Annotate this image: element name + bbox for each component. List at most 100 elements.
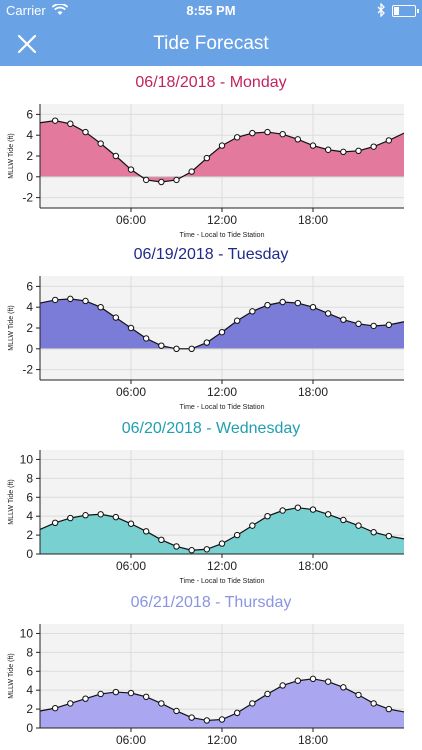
y-tick-label: 8 (26, 471, 33, 485)
y-tick-label: 0 (26, 721, 33, 735)
y-tick-label: -2 (22, 363, 33, 377)
forecast-list[interactable]: 06/18/2018 - Monday 6 4 2 0 -2 06:00 12:00 18:0… (0, 66, 422, 750)
data-point (112, 688, 120, 696)
day-title: 06/19/2018 - Tuesday (133, 246, 289, 263)
data-point (370, 143, 377, 150)
y-tick-label: 4 (26, 128, 33, 142)
data-point (82, 128, 89, 136)
data-point (82, 297, 89, 305)
data-point (112, 513, 120, 521)
data-point (51, 519, 59, 527)
data-point (97, 690, 104, 698)
y-tick-label: 4 (26, 300, 33, 314)
data-point (279, 298, 286, 306)
data-point (309, 506, 317, 513)
data-point (385, 137, 393, 144)
data-point (203, 717, 211, 724)
data-point (340, 516, 347, 524)
data-point (173, 543, 180, 550)
y-tick-label: 2 (26, 149, 33, 163)
y-tick-label: 6 (26, 279, 33, 293)
data-point (385, 705, 393, 713)
data-point (249, 308, 256, 315)
data-point (264, 512, 271, 520)
y-tick-label: 6 (26, 107, 33, 121)
y-axis-label: MLLW Tide (ft) (8, 305, 15, 350)
data-point (158, 700, 165, 707)
data-point (112, 314, 120, 321)
data-point (294, 677, 302, 684)
data-point (67, 514, 74, 522)
tide-area (40, 507, 404, 554)
x-tick-label: 12:00 (207, 213, 237, 227)
data-point (294, 299, 302, 307)
data-point (279, 130, 286, 138)
y-tick-label: -2 (22, 191, 33, 205)
data-point (340, 684, 347, 691)
x-tick-label: 18:00 (298, 385, 328, 399)
data-point (309, 675, 317, 683)
data-point (173, 345, 180, 353)
data-point (127, 689, 135, 697)
data-point (158, 536, 165, 544)
data-point (370, 700, 377, 707)
data-point (203, 339, 211, 346)
x-tick-label: 06:00 (116, 559, 146, 573)
data-point (340, 316, 347, 323)
y-tick-label: 4 (26, 509, 33, 523)
data-point (370, 529, 377, 536)
data-point (355, 147, 362, 154)
data-point (294, 504, 302, 511)
battery-icon (392, 5, 419, 17)
tide-area (40, 120, 404, 182)
data-point (158, 178, 165, 186)
data-point (218, 716, 226, 723)
y-tick-label: 10 (20, 626, 34, 640)
data-point (51, 296, 59, 304)
data-point (142, 693, 150, 701)
data-point (233, 134, 241, 141)
data-point (142, 176, 150, 184)
y-tick-label: 0 (26, 342, 33, 356)
carrier-label: Carrier (6, 3, 46, 18)
y-axis-label: MLLW Tide (ft) (8, 479, 15, 524)
y-tick-label: 4 (26, 683, 33, 697)
y-tick-label: 8 (26, 645, 33, 659)
x-tick-label: 18:00 (298, 213, 328, 227)
data-point (97, 511, 104, 518)
y-tick-label: 2 (26, 702, 33, 716)
tide-chart: 6 4 2 0 -2 06:00 12:00 18:00 Time - Local to Tid… (8, 276, 405, 411)
y-tick-label: 0 (26, 547, 33, 561)
data-point (279, 507, 286, 514)
data-point (264, 690, 271, 698)
data-point (188, 345, 195, 353)
x-tick-label: 18:00 (298, 559, 328, 573)
data-point (309, 142, 317, 149)
data-point (249, 522, 256, 529)
data-point (82, 512, 89, 519)
close-icon[interactable] (12, 29, 42, 59)
data-point (67, 700, 74, 707)
data-point (142, 528, 150, 535)
data-point (355, 691, 362, 699)
page-title: Tide Forecast (153, 33, 269, 54)
y-tick-label: 2 (26, 321, 33, 335)
day-title: 06/18/2018 - Monday (135, 74, 287, 91)
data-point (97, 140, 104, 147)
data-point (233, 709, 241, 717)
x-axis-label: Time - Local to Tide Station (180, 404, 265, 411)
data-point (142, 335, 150, 342)
x-tick-label: 12:00 (207, 733, 237, 747)
data-point (264, 301, 271, 309)
day-title: 06/20/2018 - Wednesday (121, 420, 301, 437)
data-point (51, 704, 59, 712)
data-point (218, 142, 226, 149)
data-point (324, 511, 332, 518)
data-point (218, 540, 226, 547)
data-point (355, 522, 362, 529)
y-tick-label: 6 (26, 490, 33, 504)
data-point (97, 304, 104, 311)
wifi-icon (52, 4, 68, 15)
